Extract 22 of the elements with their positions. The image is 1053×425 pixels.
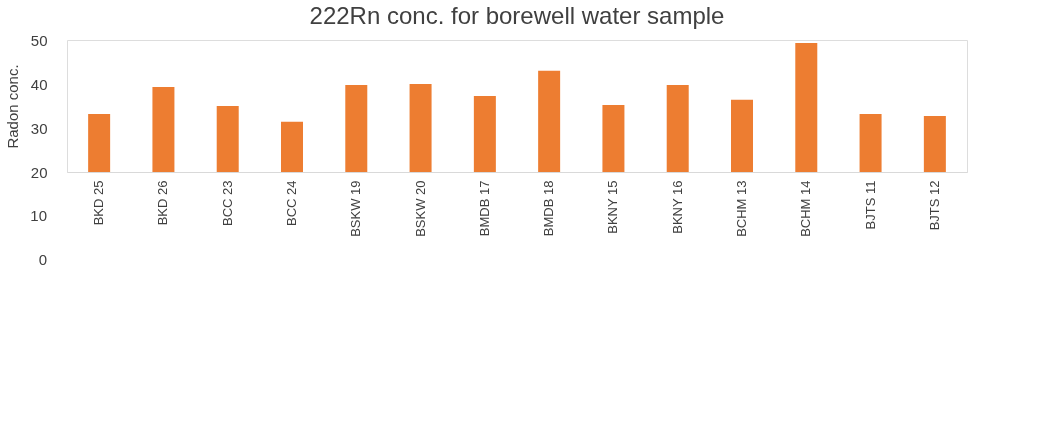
y-axis-title: Radon conc. [3,64,21,149]
x-tick-label: BJTS 12 [926,180,942,231]
x-tick-label: BKD 26 [155,180,171,226]
x-tick-label: BMDB 17 [476,180,492,237]
y-tick-label: 20 [30,163,48,181]
text: 10 [30,207,47,224]
x-tick-label: BCHM 14 [798,180,814,237]
x-tick-label: BKNY 16 [669,180,685,234]
x-tick-label: BKNY 15 [605,180,621,234]
y-tick-label: 50 [30,31,48,49]
x-tick-label: BCC 23 [219,180,235,227]
x-tick-label: BCHM 13 [734,180,749,237]
x-tick-label: BMDB 18 [541,180,557,237]
text: 0 [38,251,47,268]
y-tick-label: 30 [30,119,48,137]
x-tick-label: BJTS 11 [862,180,878,230]
y-tick-label: 40 [30,75,48,93]
x-tick-label: BSKW 19 [348,180,364,237]
x-tick-label: BSKW 20 [412,180,428,237]
x-tick-label: BCC 24 [284,180,299,227]
x-tick-label: BKD 25 [91,180,107,226]
chart-title: 222Rn conc. for borewell water sample [309,2,725,29]
